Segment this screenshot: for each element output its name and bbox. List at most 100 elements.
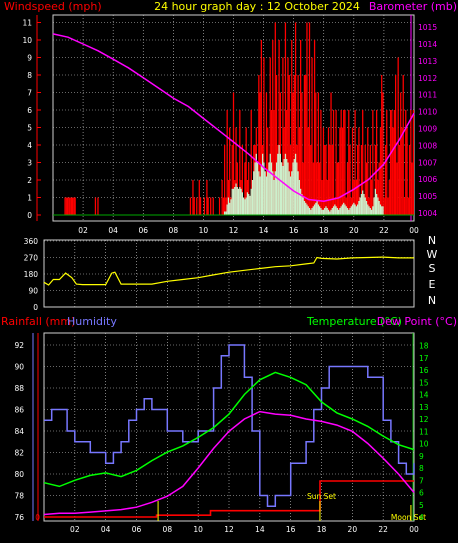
wind-gust-bar: [313, 40, 316, 215]
wind-average-bar: [346, 208, 349, 215]
barometer-tick-label: 1006: [418, 175, 437, 184]
wind-gust-bar: [339, 127, 341, 215]
wind-average-bar: [351, 204, 354, 215]
wind-gust-bar: [303, 75, 306, 215]
wind-average-bar: [305, 202, 307, 216]
wind-x-tick-label: 16: [289, 226, 299, 235]
wind-gust-bar: [325, 145, 327, 215]
compass-label: N: [428, 234, 436, 247]
wind-gust-bar: [210, 197, 212, 215]
wind-gust-bar: [354, 110, 356, 215]
wind-x-tick-label: 00: [409, 226, 419, 235]
wind-average-bar: [240, 188, 242, 216]
wind-x-tick-label: 08: [169, 226, 179, 235]
wind-average-bar: [229, 202, 231, 216]
wind-average-bar: [369, 208, 371, 215]
compass-label: S: [429, 262, 436, 275]
wind-average-bar: [251, 180, 254, 215]
windspeed-tick-label: 6: [27, 106, 32, 115]
humidity-tick-label: 78: [14, 492, 24, 501]
wind-average-bar: [365, 201, 368, 215]
wind-average-bar: [269, 153, 271, 216]
wind-average-bar: [291, 171, 293, 216]
wind-gust-bar: [410, 110, 412, 215]
wind-gust-bar: [203, 197, 205, 215]
wind-average-bar: [225, 211, 227, 215]
barometer-tick-label: 1008: [418, 141, 437, 150]
wind-average-bar: [288, 171, 290, 216]
wind-gust-bar: [381, 75, 383, 215]
wind-gust-bar: [349, 145, 351, 215]
wind-gust-bar: [319, 162, 321, 215]
wind-gust-bar: [192, 180, 194, 215]
wind-gust-bar: [316, 162, 318, 215]
wind-gust-bar: [241, 145, 243, 215]
wind-gust-bar: [326, 180, 328, 215]
wind-average-bar: [355, 206, 357, 216]
wind-average-bar: [330, 209, 332, 216]
temperature-tick-label: 6: [419, 489, 424, 498]
wind-x-tick-label: 18: [319, 226, 329, 235]
windspeed-axis-title: Windspeed (mph): [4, 0, 102, 13]
wind-average-bar: [329, 211, 331, 215]
wind-average-bar: [350, 206, 352, 216]
rainfall-line: [44, 480, 414, 518]
wind-average-bar: [274, 171, 276, 216]
wind-average-bar: [363, 194, 365, 215]
wind-average-bar: [343, 202, 345, 216]
wind-average-bar: [249, 195, 251, 216]
wind-gust-bar: [396, 162, 398, 215]
wind-gust-bar: [301, 92, 303, 215]
windspeed-tick-label: 0: [27, 211, 32, 220]
wind-direction-line: [43, 256, 414, 286]
wind-gust-bar: [72, 197, 74, 215]
wind-average-bar: [259, 176, 261, 215]
wind-gust-bar: [265, 92, 268, 215]
wind-gust-bar: [400, 92, 402, 215]
temp-x-tick-label: 06: [132, 525, 142, 534]
wind-average-bar: [292, 162, 294, 215]
barometer-line: [52, 33, 415, 202]
wind-gust-bar: [232, 92, 235, 215]
wind-average-bar: [226, 204, 228, 215]
wind-gust-bar: [402, 75, 404, 215]
wind-average-bar: [310, 209, 312, 216]
wind-gust-bar: [331, 145, 333, 215]
wind-gust-bar: [345, 197, 347, 215]
wind-average-bar: [293, 159, 295, 215]
wind-average-bar: [253, 171, 255, 216]
wind-gust-bar: [364, 145, 366, 215]
wind-gust-bar: [287, 57, 289, 215]
wind-gust-bar: [263, 57, 265, 215]
wind-average-bar: [349, 208, 351, 215]
wind-average-bar: [325, 206, 327, 216]
wind-average-bar: [364, 197, 366, 215]
humidity-tick-label: 82: [14, 449, 24, 458]
wind-gust-bar: [65, 197, 67, 215]
wind-gust-bar: [353, 180, 355, 215]
wind-average-bar: [245, 197, 247, 215]
wind-x-tick-label: 10: [199, 226, 209, 235]
wind-gust-bar: [329, 145, 331, 215]
wind-average-bar: [246, 192, 249, 216]
wind-average-bar: [239, 187, 241, 215]
wind-average-bar: [326, 208, 328, 215]
wind-average-bar: [312, 206, 314, 216]
wind-gust-bar: [340, 110, 342, 215]
wind-x-tick-label: 22: [379, 226, 389, 235]
wind-average-bar: [344, 204, 346, 215]
wind-average-bar: [367, 204, 369, 215]
wind-x-tick-label: 02: [78, 226, 88, 235]
wind-gust-bar: [297, 75, 299, 215]
wind-gust-bar: [231, 145, 233, 215]
windspeed-tick-label: 8: [27, 71, 32, 80]
wind-average-bar: [300, 188, 302, 216]
dew-point-line: [43, 410, 415, 516]
wind-gust-bar: [407, 197, 409, 215]
temp-x-tick-label: 00: [409, 525, 419, 534]
wind-average-bar: [265, 176, 268, 215]
barometer-tick-label: 1007: [418, 158, 437, 167]
wind-average-bar: [227, 197, 230, 215]
barometer-tick-label: 1010: [418, 108, 437, 117]
wind-gust-bar: [273, 110, 275, 215]
